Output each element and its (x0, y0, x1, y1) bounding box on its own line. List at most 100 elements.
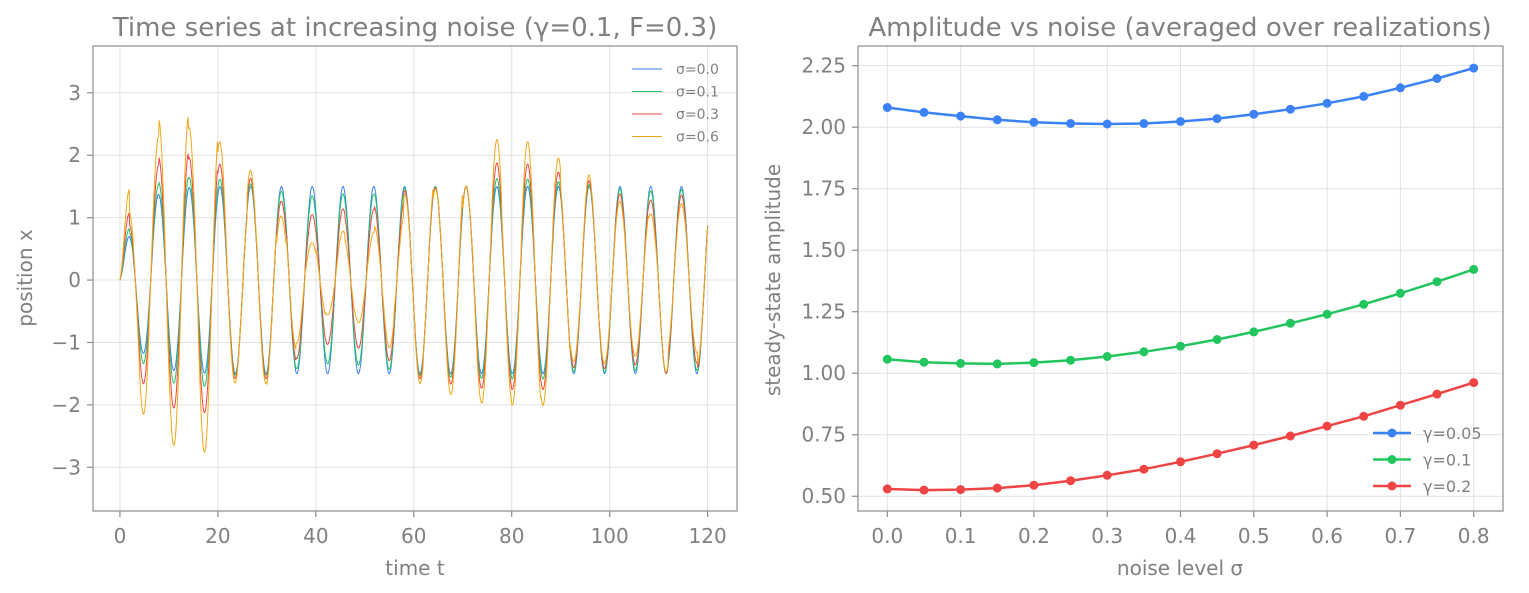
amplitude-point (1285, 318, 1295, 328)
amplitude-point (1432, 277, 1442, 287)
amplitude-x-tick-label: 0.3 (1091, 524, 1123, 548)
amplitude-x-tick-label: 0.5 (1238, 524, 1270, 548)
time-series-y-tick-label: 2 (68, 143, 81, 167)
time-series-panel: 0 20 40 60 80 100 120 −3 −2 −1 0 1 2 3 Time series at… (13, 13, 738, 580)
amplitude-point (1102, 119, 1112, 129)
amplitude-point (1066, 355, 1076, 365)
amplitude-point (919, 357, 929, 367)
amplitude-point (1249, 109, 1259, 119)
amplitude-point (1212, 449, 1222, 459)
time-series-y-tick-label: −2 (52, 393, 81, 417)
time-series-x-tick-label: 0 (114, 524, 127, 548)
amplitude-point (1322, 421, 1332, 431)
amplitude-y-tick-label: 1.25 (801, 300, 846, 324)
amplitude-point (1285, 431, 1295, 441)
amplitude-point (1285, 104, 1295, 114)
time-series-legend-label: σ=0.1 (676, 85, 719, 101)
amplitude-point (1176, 457, 1185, 467)
amplitude-x-tick-label: 0.4 (1165, 524, 1197, 548)
amplitude-point (919, 485, 929, 495)
time-series-y-label: position x (13, 229, 37, 327)
amplitude-point (1469, 378, 1479, 388)
time-series-plot-frame (92, 45, 738, 512)
amplitude-x-label: noise level σ (1117, 556, 1243, 580)
amplitude-point (1102, 352, 1112, 361)
amplitude-point (956, 485, 966, 495)
amplitude-x-tick-label: 0.0 (871, 524, 903, 548)
amplitude-point (1249, 327, 1259, 337)
amplitude-y-tick-label: 2.25 (801, 54, 846, 78)
amplitude-point (1066, 119, 1076, 128)
amplitude-point (1395, 83, 1405, 93)
amplitude-title: Amplitude vs noise (averaged over realiz… (868, 13, 1491, 43)
time-series-x-tick-label: 100 (591, 524, 629, 548)
amplitude-point (1029, 480, 1039, 490)
amplitude-point (992, 359, 1002, 369)
time-series-x-label: time t (385, 556, 445, 580)
time-series-legend-label: σ=0.0 (676, 62, 719, 78)
time-series-x-tick-label: 120 (689, 524, 727, 548)
time-series-ticks: 0 20 40 60 80 100 120 −3 −2 −1 0 1 2 3 (52, 81, 727, 548)
amplitude-point (956, 358, 966, 368)
time-series-x-tick-label: 80 (499, 524, 524, 548)
amplitude-panel: 0.0 0.1 0.2 0.3 0.4 0.5 0.6 0.7 0.8 0.50 0.75 1.00 1… (761, 13, 1504, 580)
amplitude-point (1029, 358, 1039, 368)
time-series-y-tick-label: 0 (68, 268, 81, 292)
amplitude-point (1322, 309, 1332, 319)
amplitude-point (1395, 400, 1405, 410)
amplitude-x-tick-label: 0.8 (1458, 524, 1490, 548)
amplitude-lines (882, 63, 1479, 495)
time-series-title: Time series at increasing noise (γ=0.1, … (112, 13, 717, 43)
time-series-grid (93, 46, 737, 511)
amplitude-point (1176, 341, 1185, 351)
amplitude-x-tick-label: 0.2 (1018, 524, 1050, 548)
amplitude-x-tick-label: 0.6 (1311, 524, 1343, 548)
amplitude-point (1139, 119, 1149, 128)
amplitude-legend-marker (1387, 481, 1397, 491)
time-series-line-4 (119, 117, 709, 453)
amplitude-point (1066, 476, 1076, 486)
amplitude-y-tick-label: 0.75 (801, 423, 846, 447)
amplitude-y-label: steady-state amplitude (761, 164, 785, 396)
time-series-legend-label: σ=0.6 (676, 130, 719, 146)
amplitude-point (1029, 117, 1039, 127)
amplitude-y-tick-label: 1.50 (801, 238, 846, 262)
amplitude-point (1176, 117, 1185, 126)
time-series-x-tick-label: 60 (401, 524, 426, 548)
amplitude-point (1322, 98, 1332, 108)
amplitude-point (1212, 335, 1222, 344)
amplitude-y-tick-label: 2.00 (801, 115, 846, 139)
amplitude-point (1469, 264, 1479, 274)
time-series-x-tick-label: 20 (205, 524, 230, 548)
amplitude-y-tick-label: 1.75 (801, 177, 846, 201)
amplitude-legend-marker (1387, 428, 1397, 438)
amplitude-point (1432, 74, 1442, 83)
amplitude-point (956, 111, 966, 121)
amplitude-legend-label: γ=0.05 (1423, 424, 1482, 443)
time-series-lines (119, 117, 709, 453)
time-series-legend: σ=0.0 σ=0.1 σ=0.3 σ=0.6 (632, 62, 719, 146)
amplitude-point (1359, 411, 1369, 421)
amplitude-legend-marker (1387, 455, 1397, 464)
amplitude-x-tick-label: 0.7 (1384, 524, 1416, 548)
amplitude-ticks: 0.0 0.1 0.2 0.3 0.4 0.5 0.6 0.7 0.8 0.50 0.75 1.00 1… (801, 54, 1489, 548)
amplitude-point (1139, 464, 1149, 474)
amplitude-point (1359, 91, 1369, 101)
amplitude-point (1469, 63, 1479, 73)
amplitude-point (1212, 114, 1222, 124)
amplitude-point (1102, 470, 1112, 480)
amplitude-point (1432, 389, 1442, 399)
amplitude-legend: γ=0.05 γ=0.1 γ=0.2 (1373, 424, 1482, 496)
amplitude-legend-label: γ=0.1 (1423, 451, 1471, 470)
amplitude-point (1139, 347, 1149, 357)
time-series-x-tick-label: 40 (303, 524, 328, 548)
amplitude-point (919, 107, 929, 117)
time-series-y-tick-label: −1 (52, 330, 81, 354)
amplitude-point (882, 354, 892, 364)
time-series-y-tick-label: 3 (68, 81, 81, 105)
time-series-y-tick-label: −3 (52, 455, 81, 479)
amplitude-point (882, 103, 892, 112)
amplitude-legend-label: γ=0.2 (1423, 477, 1471, 496)
time-series-y-tick-label: 1 (68, 206, 81, 230)
